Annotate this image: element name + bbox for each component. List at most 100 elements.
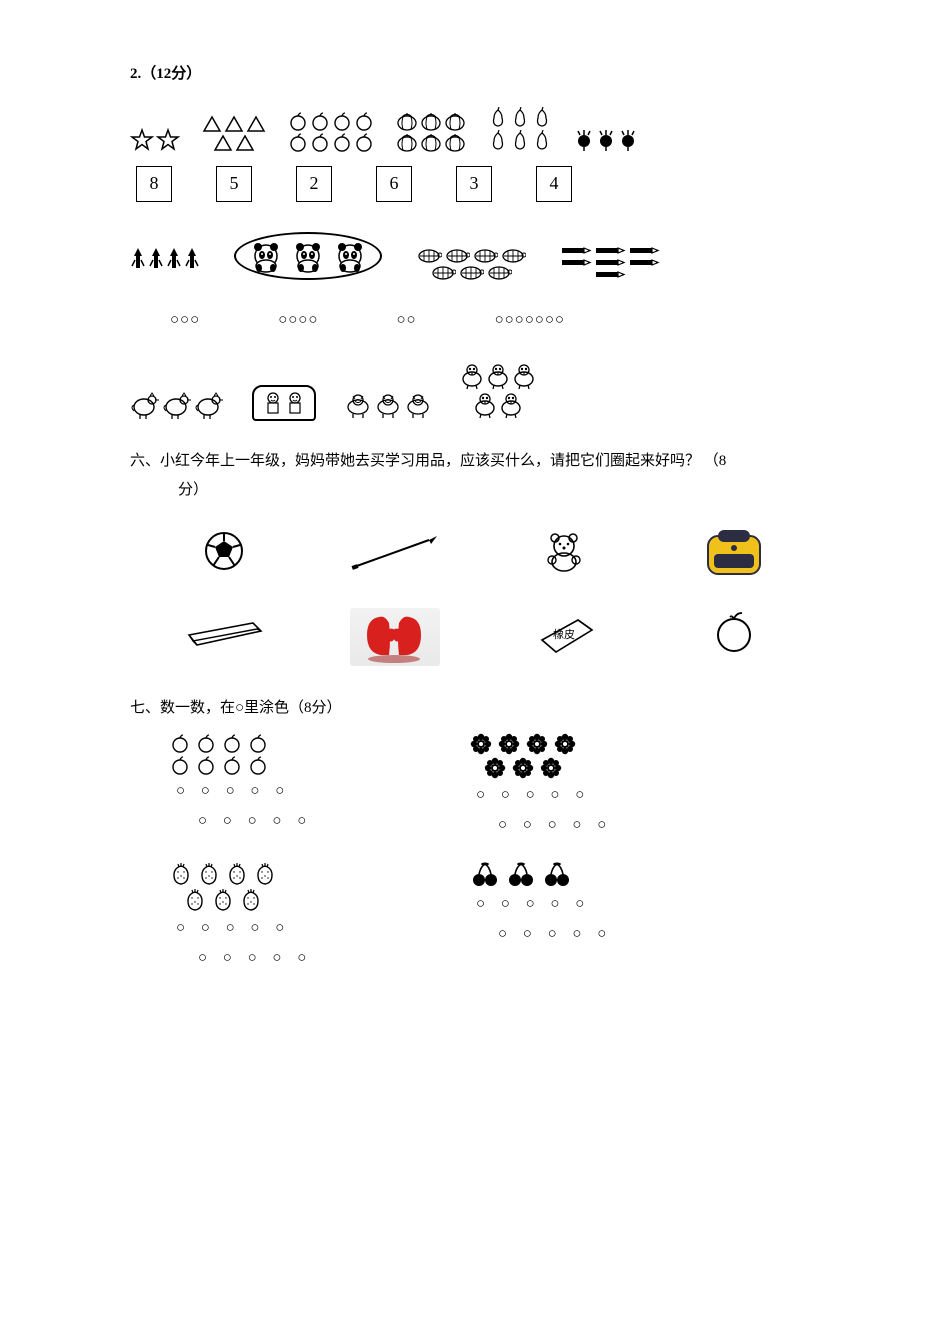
- teddy-bear-icon: [542, 530, 588, 574]
- chicks-icon: [486, 364, 510, 392]
- apples-a-icon: [354, 132, 374, 152]
- turtles-icon: [458, 264, 484, 280]
- apples-icon: [248, 755, 268, 775]
- pumpkins-icon: [444, 111, 466, 131]
- q2-pears-group: [488, 107, 552, 152]
- radishes-icon: [618, 130, 638, 152]
- q6-item-schoolbag: [704, 526, 766, 589]
- q2-row1: [130, 107, 815, 152]
- schoolbag-icon: [704, 526, 766, 578]
- q7-block: ○ ○ ○ ○ ○○ ○ ○ ○ ○ ○ ○ ○ ○ ○○ ○ ○ ○ ○ ○ …: [170, 733, 815, 973]
- triangles-icon: [246, 115, 266, 133]
- q6-item-soccer-ball: [204, 531, 246, 584]
- q2-radishes-group: [574, 130, 638, 152]
- q7-apples-circles-0: ○ ○ ○ ○ ○: [176, 777, 290, 806]
- q2-pencils-group: [560, 245, 660, 280]
- pumpkins-icon: [444, 132, 466, 152]
- strawberries-icon: [212, 888, 234, 912]
- chicks-icon: [460, 364, 484, 392]
- apples-a-icon: [354, 111, 374, 131]
- rect-frame: [252, 385, 316, 421]
- pandas-icon: [292, 240, 324, 274]
- worksheet-page: 2.（12分） 852634 ○○○○○○○○○○○○○○○○ 六、小红今年上一…: [0, 0, 945, 1033]
- apples-icon: [248, 733, 268, 753]
- pencil-icon: [349, 532, 441, 572]
- q2-pumpkins-group: [396, 111, 466, 152]
- apples-icon: [196, 733, 216, 753]
- pears-icon: [488, 107, 508, 129]
- gloves-icon: [361, 609, 429, 665]
- apples-icon: [196, 755, 216, 775]
- hens-icon: [162, 391, 192, 421]
- chicks-icon: [512, 364, 536, 392]
- q7-strawberries-group: ○ ○ ○ ○ ○○ ○ ○ ○ ○: [170, 862, 430, 973]
- flowers-icon: [484, 757, 506, 779]
- pumpkins-icon: [420, 111, 442, 131]
- apples-a-icon: [310, 132, 330, 152]
- pigs-icon: [374, 393, 402, 421]
- radishes-icon: [574, 130, 594, 152]
- turtles-icon: [486, 264, 512, 280]
- hens-icon: [130, 391, 160, 421]
- q2-stars-group: [130, 128, 180, 152]
- apples-icon: [170, 733, 190, 753]
- q2-number-box-5: 4: [536, 166, 572, 202]
- apples-a-icon: [332, 132, 352, 152]
- radishes-icon: [596, 130, 616, 152]
- q7-strawberries-circles-1: ○ ○ ○ ○ ○: [198, 944, 312, 973]
- turtles-icon: [416, 247, 442, 263]
- flowers-icon: [540, 757, 562, 779]
- q7-cherries-circles-1: ○ ○ ○ ○ ○: [498, 920, 612, 949]
- q7-flowers-circles-1: ○ ○ ○ ○ ○: [498, 811, 612, 840]
- turtles-icon: [500, 247, 526, 263]
- strawberries-icon: [226, 862, 248, 886]
- q2-row2: [130, 232, 815, 280]
- pigs-icon: [344, 393, 372, 421]
- pumpkins-icon: [420, 132, 442, 152]
- q2-circles-3: ○○○○○○○: [495, 306, 565, 335]
- q6-item-pencil: [349, 532, 441, 583]
- rockets-icon: [130, 246, 146, 280]
- stars-icon: [156, 128, 180, 152]
- gloves-photo: [350, 608, 440, 666]
- q7-cherries-group: ○ ○ ○ ○ ○○ ○ ○ ○ ○: [470, 862, 730, 973]
- q6-item-pencil-case: [183, 613, 267, 662]
- q2-row3: [130, 364, 815, 421]
- q7-apples-group: ○ ○ ○ ○ ○○ ○ ○ ○ ○: [170, 733, 430, 840]
- q2-pandas-group: [234, 232, 382, 280]
- hens-icon: [194, 391, 224, 421]
- q2-hens-group: [130, 391, 224, 421]
- pencils-icon: [628, 245, 660, 256]
- q2-triangles-group: [202, 115, 266, 152]
- q6-title-text: 六、小红今年上一年级，妈妈带她去买学习用品，应该买什么，请把它们圈起来好吗？ （…: [130, 453, 726, 469]
- turtles-icon: [430, 264, 456, 280]
- cherries-icon: [506, 862, 536, 888]
- apples-icon: [222, 733, 242, 753]
- apples-a-icon: [310, 111, 330, 131]
- q6-item-teddy-bear: [542, 530, 588, 585]
- q2-turtles-group: [416, 247, 526, 280]
- triangles-icon: [213, 134, 233, 152]
- strawberries-icon: [254, 862, 276, 886]
- kids-icon: [264, 391, 282, 415]
- pears-icon: [488, 130, 508, 152]
- triangles-icon: [235, 134, 255, 152]
- rockets-icon: [166, 246, 182, 280]
- pencils-icon: [560, 257, 592, 268]
- pandas-icon: [250, 240, 282, 274]
- pears-icon: [510, 130, 530, 152]
- strawberries-icon: [184, 888, 206, 912]
- q7-cherries-circles-0: ○ ○ ○ ○ ○: [476, 890, 590, 919]
- apples-icon: [222, 755, 242, 775]
- q7-apples-circles-1: ○ ○ ○ ○ ○: [198, 807, 312, 836]
- q2-pigs-group: [344, 393, 432, 421]
- q2-number-box-3: 6: [376, 166, 412, 202]
- q2-header: 2.（12分）: [130, 60, 815, 89]
- apples-icon: [170, 755, 190, 775]
- apples-a-icon: [288, 111, 308, 131]
- q6-title-cont: 分）: [178, 482, 208, 498]
- pears-icon: [510, 107, 530, 129]
- apples-a-icon: [332, 111, 352, 131]
- q7-title: 七、数一数，在○里涂色（8分）: [130, 694, 815, 723]
- q2-apples-a-group: [288, 111, 374, 152]
